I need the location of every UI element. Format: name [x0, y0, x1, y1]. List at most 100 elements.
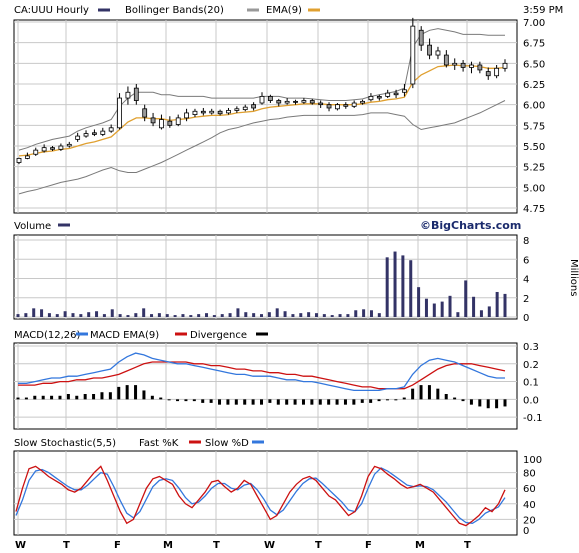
candle-28 — [251, 102, 257, 111]
divergence-bar-11 — [108, 392, 112, 400]
legend-ema-label: EMA(9) — [266, 5, 302, 16]
x-tick-5: W — [264, 540, 275, 551]
divergence-bar-2 — [33, 395, 37, 400]
volume-bar-35 — [291, 314, 295, 317]
candle-body-28 — [251, 104, 257, 109]
candle-body-13 — [125, 91, 131, 99]
candle-body-3 — [41, 147, 47, 152]
divergence-bar-42 — [369, 399, 373, 403]
candle-body-57 — [494, 67, 500, 77]
price-tick-1: 6.75 — [523, 39, 545, 50]
volume-bar-26 — [220, 314, 224, 317]
candle-51 — [443, 50, 449, 68]
candle-39 — [343, 102, 349, 109]
macd-signal-line — [18, 361, 506, 390]
candle-54 — [469, 61, 474, 74]
candle-19 — [175, 114, 181, 127]
macd-tick-2: 0.1 — [523, 378, 539, 389]
divergence-bar-23 — [209, 399, 213, 403]
candle-20 — [184, 108, 189, 122]
candle-17 — [159, 114, 164, 130]
divergence-bar-0 — [16, 397, 20, 400]
volume-plot-frame — [13, 234, 518, 320]
candle-body-25 — [226, 110, 231, 114]
candle-10 — [100, 127, 106, 137]
candle-body-0 — [16, 157, 22, 163]
candle-body-9 — [92, 132, 97, 135]
divergence-bar-17 — [159, 397, 163, 400]
candle-body-14 — [133, 87, 139, 101]
volume-bar-54 — [440, 301, 444, 317]
price-tick-7: 5.25 — [523, 163, 545, 174]
candle-body-23 — [209, 110, 215, 114]
candle-body-42 — [368, 96, 374, 101]
candle-body-38 — [335, 104, 340, 110]
divergence-bar-9 — [92, 394, 96, 400]
volume-bar-52 — [424, 298, 428, 317]
candle-14 — [133, 84, 139, 105]
volume-bar-16 — [142, 308, 146, 317]
volume-bar-24 — [205, 313, 209, 317]
volume-bar-53 — [432, 303, 436, 317]
candle-23 — [209, 108, 215, 115]
candle-body-36 — [318, 102, 324, 106]
candle-body-41 — [360, 100, 365, 104]
candle-body-54 — [469, 64, 474, 68]
candle-4 — [50, 146, 55, 151]
divergence-bar-25 — [226, 399, 230, 405]
ema-series — [18, 64, 506, 157]
volume-bar-17 — [150, 314, 154, 317]
macd-grid — [14, 343, 517, 429]
candle-38 — [335, 103, 340, 111]
volume-bar-60 — [487, 306, 491, 317]
divergence-bar-37 — [327, 399, 331, 405]
candle-40 — [351, 100, 357, 108]
divergence-bar-32 — [285, 399, 289, 405]
candle-31 — [276, 98, 282, 107]
volume-tick-2: 4 — [523, 275, 529, 286]
candle-21 — [192, 108, 198, 118]
candle-body-5 — [58, 145, 64, 150]
candle-43 — [376, 94, 382, 101]
volume-bar-57 — [464, 280, 468, 317]
volume-bar-41 — [338, 314, 342, 317]
volume-bar-46 — [377, 313, 381, 317]
candle-body-33 — [293, 100, 298, 103]
volume-bar-9 — [87, 312, 91, 317]
volume-bar-5 — [55, 314, 59, 317]
candle-body-26 — [234, 108, 240, 111]
stoch-label: Slow Stochastic(5,5) — [14, 438, 116, 449]
price-tick-8: 5.00 — [523, 183, 545, 194]
candle-body-22 — [200, 110, 206, 114]
price-tick-9: 4.75 — [523, 204, 545, 215]
candle-body-53 — [460, 62, 466, 68]
candle-body-32 — [284, 100, 290, 104]
volume-bar-47 — [385, 257, 389, 317]
divergence-bar-55 — [478, 399, 482, 407]
stoch-tick-2: 60 — [523, 484, 536, 495]
candle-53 — [460, 60, 466, 72]
divergence-bar-21 — [192, 399, 196, 402]
volume-bar-33 — [275, 308, 279, 317]
macd-divergence-label: Divergence — [190, 330, 247, 341]
volume-bar-30 — [252, 313, 256, 317]
divergence-bar-52 — [453, 397, 457, 400]
divergence-bar-7 — [75, 395, 79, 400]
x-tick-0: W — [15, 540, 26, 551]
candle-26 — [234, 106, 240, 113]
volume-bar-58 — [472, 296, 476, 317]
volume-bar-22 — [189, 315, 193, 317]
volume-bar-42 — [346, 314, 350, 317]
candle-7 — [75, 132, 81, 142]
ema-line — [18, 64, 506, 157]
volume-bar-36 — [299, 313, 303, 317]
divergence-bar-8 — [83, 394, 87, 400]
x-tick-4: T — [213, 540, 220, 551]
x-tick-9: T — [464, 540, 471, 551]
volume-bar-29 — [244, 312, 248, 317]
candle-body-18 — [167, 120, 173, 126]
divergence-bar-44 — [385, 399, 389, 401]
x-tick-3: M — [163, 540, 173, 551]
volume-bar-55 — [448, 295, 452, 317]
